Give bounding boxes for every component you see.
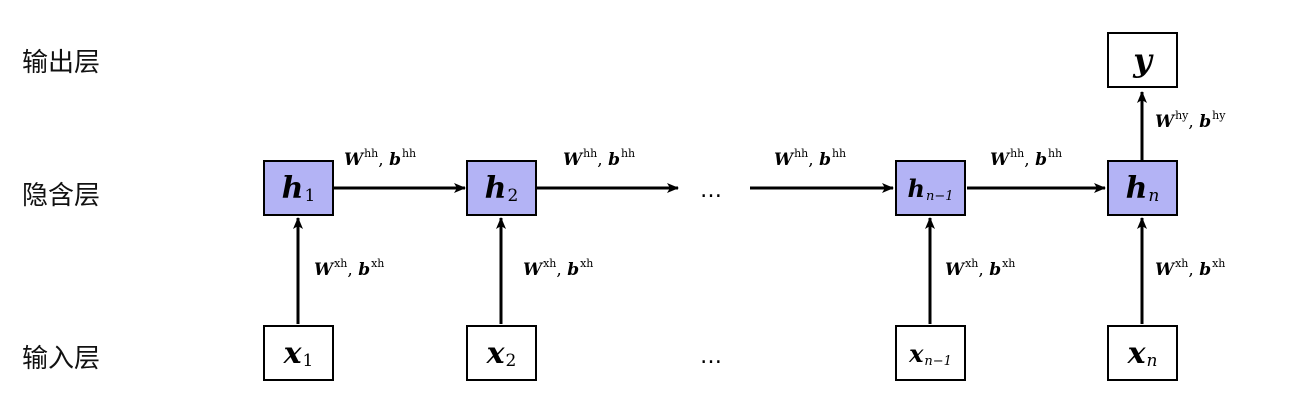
node-x1-subscript: 1: [302, 351, 314, 371]
label-xn-hn: Wxh, bxh: [1155, 257, 1226, 280]
node-x2-subscript: 2: [505, 351, 517, 371]
node-xn-subscript: n: [1146, 351, 1158, 371]
node-x2-symbol: x: [486, 335, 505, 371]
label-dots-hn1: Whh, bhh: [774, 147, 847, 170]
output-layer-label: 输出层: [22, 48, 101, 78]
node-y-symbol: y: [1133, 41, 1152, 79]
hidden-layer-label: 隐含层: [22, 181, 101, 211]
node-xn1-subscript: n−1: [924, 353, 952, 369]
node-hn1-subscript: n−1: [925, 188, 954, 204]
input-ellipsis: …: [700, 344, 724, 369]
node-xn-symbol: x: [1127, 335, 1146, 371]
node-hn-subscript: n: [1148, 186, 1160, 206]
node-h2-symbol: h: [484, 170, 507, 206]
hidden-ellipsis: …: [700, 178, 724, 203]
label-hn1-hn: Whh, bhh: [990, 147, 1063, 170]
node-x1-symbol: x: [283, 335, 302, 371]
input-layer-label: 输入层: [22, 344, 101, 374]
node-hn-symbol: h: [1125, 170, 1148, 206]
node-hn1: h n−1: [895, 160, 966, 216]
node-xn1: x n−1: [895, 325, 966, 381]
label-x1-h1: Wxh, bxh: [314, 257, 385, 280]
label-h1-h2: Whh, bhh: [344, 147, 417, 170]
node-h1-subscript: 1: [304, 186, 316, 206]
node-hn1-symbol: h: [907, 173, 925, 203]
node-y: y: [1107, 32, 1178, 88]
label-hn-y: Why, bhy: [1155, 109, 1226, 132]
node-xn1-symbol: x: [909, 338, 924, 368]
label-xn1-hn1: Wxh, bxh: [945, 257, 1016, 280]
node-h1-symbol: h: [281, 170, 304, 206]
label-h2-dots: Whh, bhh: [563, 147, 636, 170]
node-h2-subscript: 2: [507, 186, 519, 206]
label-x2-h2: Wxh, bxh: [523, 257, 594, 280]
